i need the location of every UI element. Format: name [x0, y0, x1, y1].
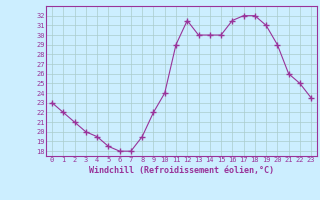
- X-axis label: Windchill (Refroidissement éolien,°C): Windchill (Refroidissement éolien,°C): [89, 166, 274, 175]
